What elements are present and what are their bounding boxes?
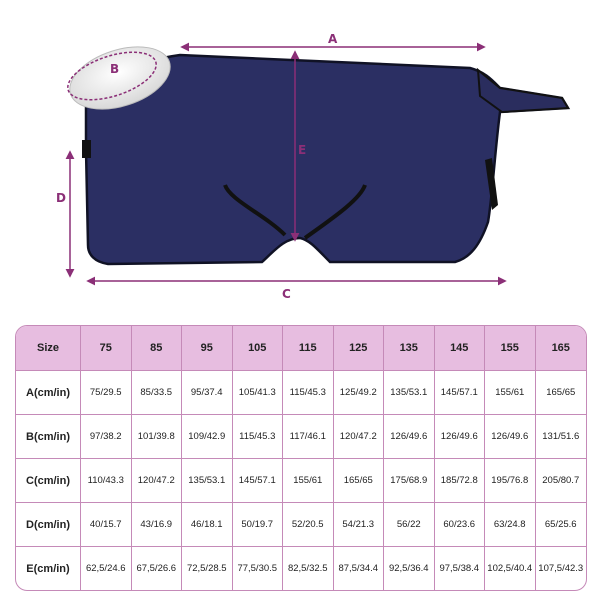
table-cell: 107,5/42.3: [538, 563, 584, 574]
table-cell: 120/47.2: [131, 459, 182, 503]
table-cell: 97,5/38.4: [435, 547, 485, 590]
label-d: D: [56, 191, 66, 205]
table-cell: 155/61: [485, 371, 536, 415]
row-label: A(cm/in): [16, 371, 81, 415]
label-a: A: [328, 32, 338, 46]
table-row: B(cm/in) 97/38.2 101/39.8 109/42.9 115/45.3 1…: [16, 415, 586, 459]
header-size: 85: [131, 326, 182, 371]
table-cell: 135/53.1: [182, 459, 233, 503]
table-cell: 126/49.6: [485, 415, 536, 459]
horse-blanket-diagram: B A E D C: [56, 32, 571, 301]
table-cell: 126/49.6: [434, 415, 485, 459]
table-cell: 67,5/26.6: [132, 547, 182, 590]
table-cell: 63/24.8: [485, 503, 536, 547]
table-cell: 65/25.6: [535, 503, 586, 547]
header-size: 125: [333, 326, 384, 371]
label-e: E: [298, 143, 306, 157]
table-cell: 105/41.3: [232, 371, 283, 415]
table-cell: 95/37.4: [182, 371, 233, 415]
header-size-label: Size: [16, 326, 81, 371]
table-cell: 125/49.2: [333, 371, 384, 415]
table-cell: 52/20.5: [283, 503, 334, 547]
header-size: 115: [283, 326, 334, 371]
table-cell: 60/23.6: [434, 503, 485, 547]
table-cell: 115/45.3: [283, 371, 334, 415]
table-row: A(cm/in) 75/29.5 85/33.5 95/37.4 105/41.3 115…: [16, 371, 586, 415]
table-cell: 97/38.2: [81, 415, 132, 459]
tail-flap: [476, 67, 570, 114]
table-cell: 102,5/40.4: [485, 547, 536, 590]
row-label: E(cm/in): [16, 547, 81, 590]
chest-buckle: [82, 140, 91, 158]
table-cell: 85/33.5: [131, 371, 182, 415]
table-cell: 43/16.9: [131, 503, 182, 547]
table-cell: 56/22: [384, 503, 435, 547]
belly-strap-left: [223, 184, 287, 237]
table-cell: 175/68.9: [384, 459, 435, 503]
belly-strap-right: [303, 184, 367, 240]
size-chart-table: Size 75 85 95 105 115 125 135 145 155 16…: [15, 325, 587, 591]
table-header-row: Size 75 85 95 105 115 125 135 145 155 16…: [16, 326, 586, 371]
table-cell: 54/21.3: [333, 503, 384, 547]
table-cell: 40/15.7: [81, 503, 132, 547]
table-cell: 120/47.2: [333, 415, 384, 459]
table-cell: 109/42.9: [182, 415, 233, 459]
blanket-body: [84, 53, 571, 266]
table-cell: 92,5/36.4: [384, 547, 435, 590]
table-cell: 110/43.3: [81, 459, 132, 503]
table-cell: 115/45.3: [232, 415, 283, 459]
table-cell: 87,5/34.4: [334, 547, 384, 590]
table-cell: 101/39.8: [131, 415, 182, 459]
table-cell: 72,5/28.5: [182, 547, 233, 590]
row-label: D(cm/in): [16, 503, 81, 547]
table-cell: 135/53.1: [384, 371, 435, 415]
table-cell: 77,5/30.5: [233, 547, 283, 590]
table-cell: 165/65: [535, 371, 586, 415]
label-c: C: [282, 287, 291, 301]
table-cell: 155/61: [283, 459, 334, 503]
table-cell: 46/18.1: [182, 503, 233, 547]
table-row: D(cm/in) 40/15.7 43/16.9 46/18.1 50/19.7 52/2…: [16, 503, 586, 547]
tail-strap: [485, 158, 498, 210]
header-size: 165: [535, 326, 586, 371]
header-size: 135: [384, 326, 435, 371]
table-cell: 75/29.5: [81, 371, 132, 415]
table-cell: 117/46.1: [283, 415, 334, 459]
table-cell: 131/51.6: [535, 415, 586, 459]
header-size: 105: [232, 326, 283, 371]
header-size: 75: [81, 326, 132, 371]
row-label: C(cm/in): [16, 459, 81, 503]
table-cell: 205/80.7: [535, 459, 586, 503]
row-label: B(cm/in): [16, 415, 81, 459]
table-cell: 195/76.8: [485, 459, 536, 503]
header-size: 155: [485, 326, 536, 371]
table-cell: 185/72.8: [434, 459, 485, 503]
table-cell: 82,5/32.5: [283, 547, 334, 590]
table-cell: 165/65: [333, 459, 384, 503]
table-cell: 50/19.7: [232, 503, 283, 547]
header-size: 95: [182, 326, 233, 371]
measure-b-outline: [67, 51, 157, 101]
table-row: C(cm/in) 110/43.3 120/47.2 135/53.1 145/57.1…: [16, 459, 586, 503]
table-row: E(cm/in) 62,5/24.6 67,5/26.6 72,5/28.5 77,5/…: [16, 547, 586, 590]
table-cell: 126/49.6: [384, 415, 435, 459]
label-b: B: [110, 62, 119, 76]
table-cell: 145/57.1: [232, 459, 283, 503]
header-size: 145: [434, 326, 485, 371]
table-cell: 62,5/24.6: [81, 547, 132, 590]
table-cell: 145/57.1: [434, 371, 485, 415]
